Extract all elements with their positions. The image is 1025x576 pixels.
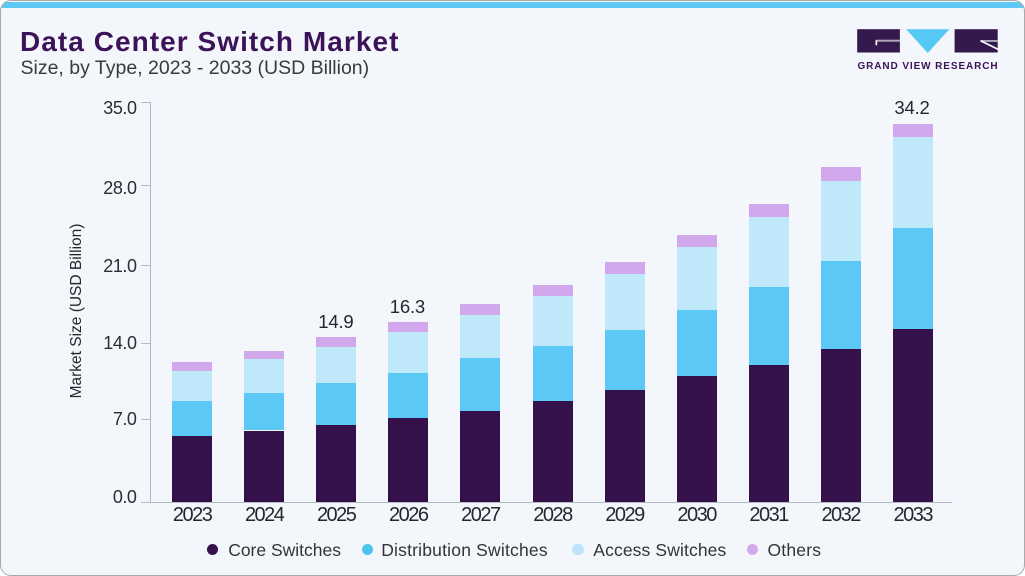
svg-text:GRAND VIEW RESEARCH: GRAND VIEW RESEARCH [858, 61, 999, 72]
